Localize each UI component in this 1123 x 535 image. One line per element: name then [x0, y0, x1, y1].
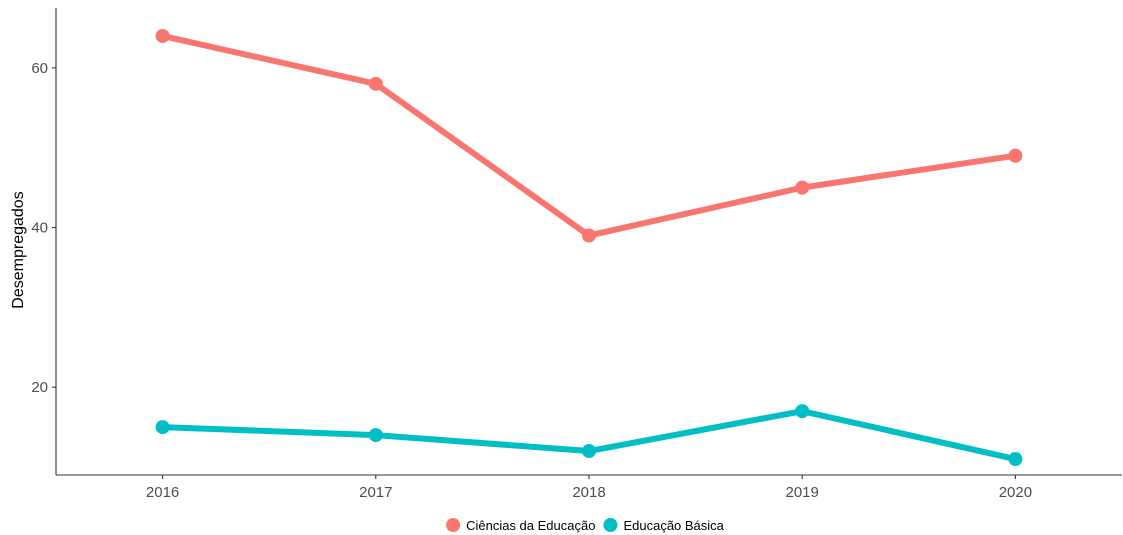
series-layer: [155, 28, 1023, 467]
y-tick-label: 60: [31, 60, 48, 77]
x-tick-label: 2020: [999, 484, 1032, 501]
series-1: [155, 28, 1023, 243]
x-tick-label: 2019: [786, 484, 819, 501]
y-tick-label: 40: [31, 220, 48, 237]
x-tick-label: 2018: [572, 484, 605, 501]
y-axis-title: Desempregados: [10, 191, 27, 308]
legend-key: [446, 518, 461, 532]
data-point: [582, 228, 596, 243]
legend-label: Ciências da Educação: [466, 518, 595, 533]
x-ticks: 2016 2017 2018 2019 2020: [146, 475, 1032, 501]
legend: Ciências da Educação Educação Básica: [446, 518, 725, 533]
data-point: [155, 420, 170, 435]
legend-key: [603, 518, 618, 532]
data-point: [368, 76, 383, 91]
y-tick-label: 20: [31, 379, 48, 396]
legend-label: Educação Básica: [623, 518, 724, 533]
data-point: [795, 180, 810, 195]
data-point: [155, 28, 170, 43]
data-point: [795, 404, 810, 419]
data-point: [368, 428, 383, 443]
data-point: [1008, 452, 1023, 467]
series-line: [159, 32, 1019, 239]
data-point: [582, 444, 596, 459]
x-tick-label: 2016: [146, 484, 179, 501]
y-ticks: 20 40 60: [31, 60, 56, 396]
data-point: [1008, 148, 1023, 163]
series-2: [155, 404, 1023, 467]
x-tick-label: 2017: [359, 484, 392, 501]
